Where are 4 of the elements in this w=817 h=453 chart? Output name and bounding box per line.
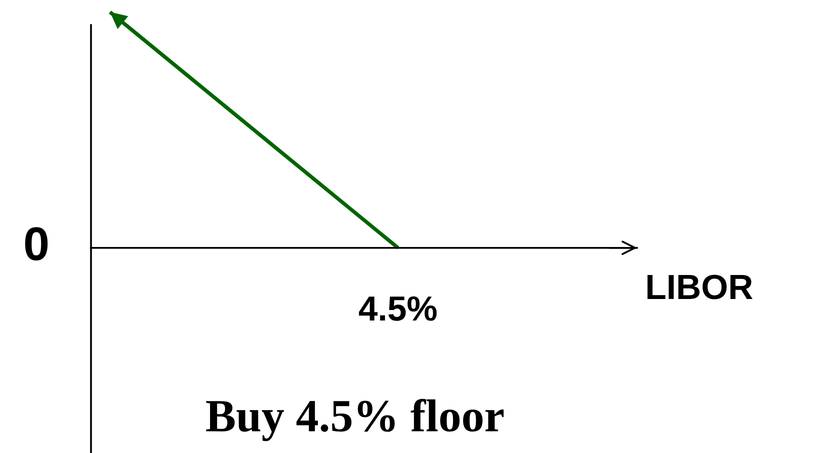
text: 4.5%	[358, 296, 437, 321]
x-axis-title: LIBOR	[648, 274, 752, 300]
text: 0	[25, 227, 48, 261]
text: Buy 4.5% floor	[206, 398, 504, 442]
